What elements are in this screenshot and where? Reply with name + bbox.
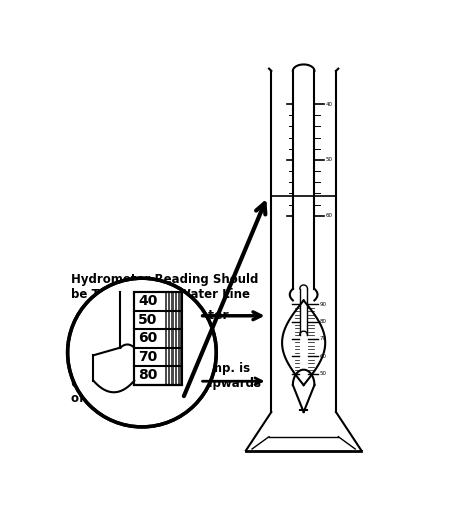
Text: 60: 60 [325, 213, 332, 218]
Bar [134, 292, 182, 384]
Text: The most common temp. is
60°, but sometimes upwards
of 70°.: The most common temp. is 60°, but someti… [71, 362, 261, 405]
Text: 40: 40 [325, 102, 332, 106]
Text: 70: 70 [320, 336, 327, 341]
Text: 80: 80 [320, 319, 327, 324]
Text: 90: 90 [320, 302, 327, 307]
Text: 60: 60 [320, 354, 327, 359]
Text: 50: 50 [325, 157, 332, 162]
Circle shape [68, 278, 216, 427]
Text: 40: 40 [138, 295, 158, 308]
Text: Thermometer: Thermometer [134, 309, 230, 322]
Text: 60: 60 [138, 332, 157, 345]
Text: 70: 70 [138, 350, 157, 364]
Text: 50: 50 [138, 313, 158, 327]
Text: 80: 80 [138, 369, 158, 382]
Text: Hydrometer Reading Should
be Taken at the Water Line: Hydrometer Reading Should be Taken at th… [71, 273, 259, 301]
Text: 50: 50 [320, 371, 327, 376]
